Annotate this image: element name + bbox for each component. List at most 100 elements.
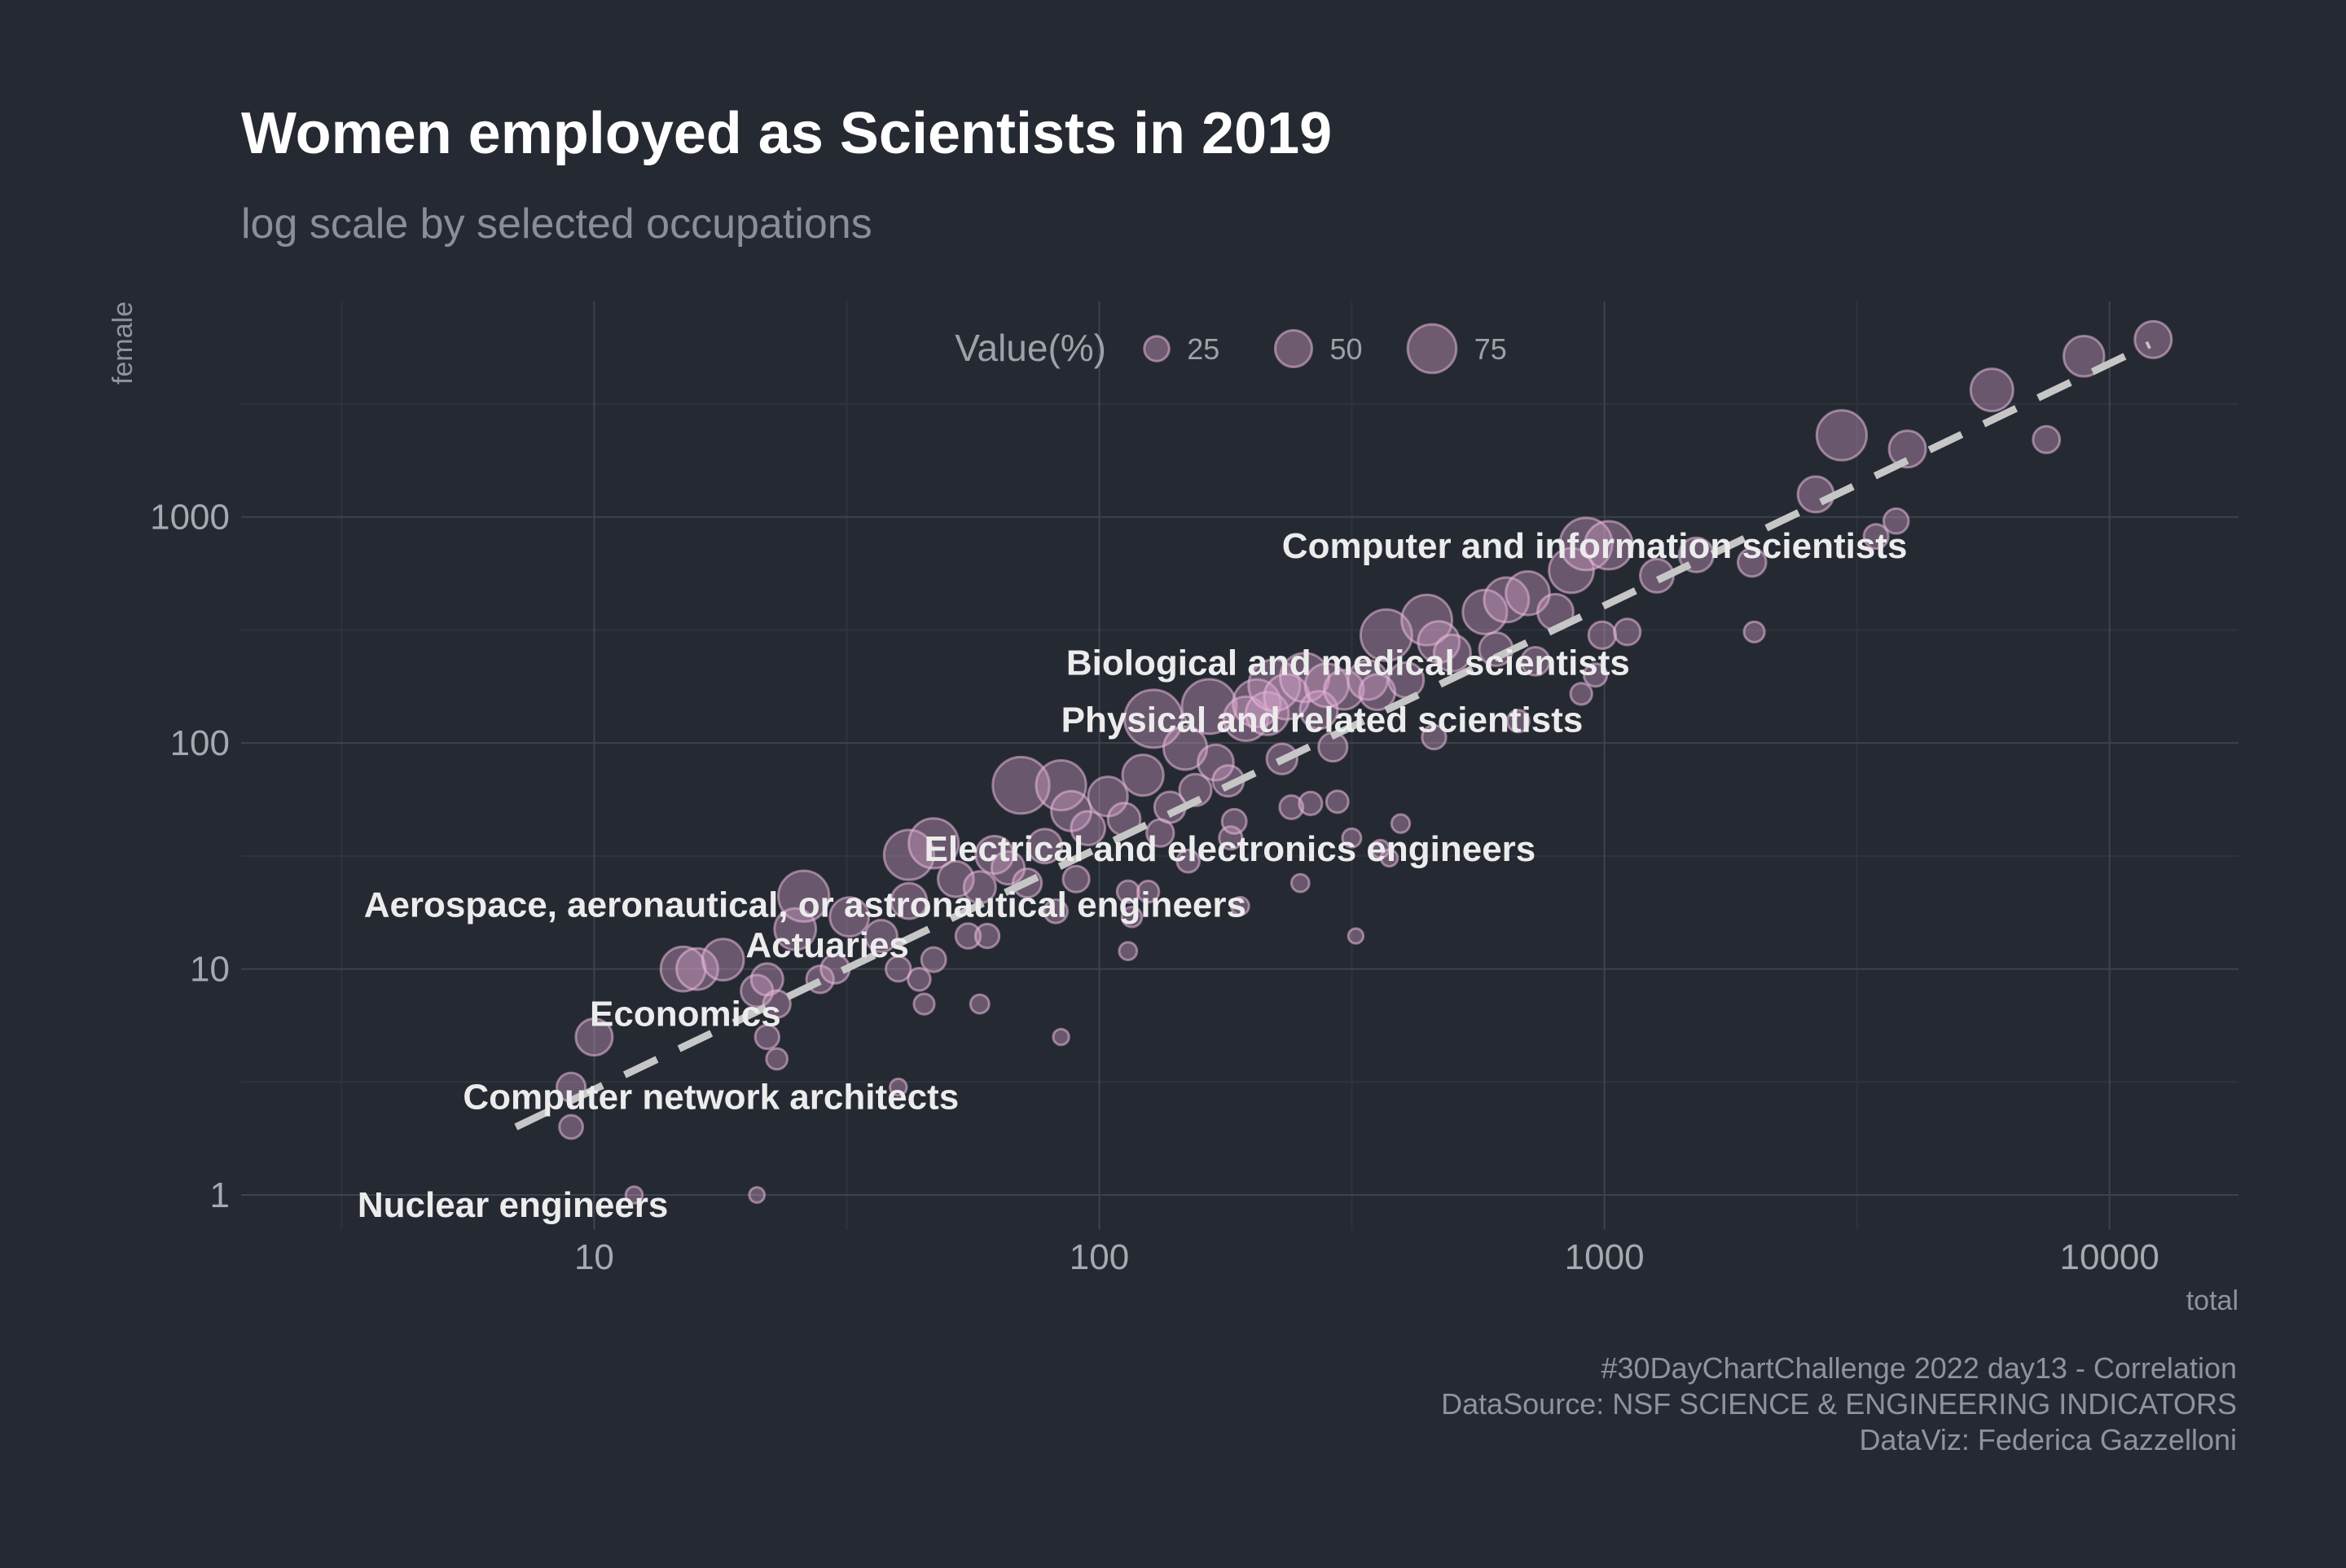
- data-point: [1569, 682, 1593, 706]
- data-point: [773, 907, 818, 951]
- data-point: [2133, 319, 2173, 359]
- data-point: [1969, 367, 2014, 413]
- data-point: [1815, 409, 1868, 462]
- data-point: [624, 1185, 644, 1205]
- data-point: [765, 1047, 789, 1071]
- caption: #30DayChartChallenge 2022 day13 - Correl…: [1441, 1351, 2237, 1456]
- data-point: [1737, 547, 1768, 578]
- data-point: [1325, 789, 1350, 815]
- x-tick-label: 1000: [1565, 1237, 1645, 1277]
- data-point: [1613, 617, 1642, 647]
- data-point: [777, 869, 831, 923]
- data-point: [1136, 879, 1161, 904]
- chart-title: Women employed as Scientists in 2019: [241, 101, 1332, 166]
- y-axis-title: female: [108, 301, 138, 384]
- legend-key: [1274, 329, 1313, 368]
- data-point: [1359, 608, 1413, 662]
- data-point: [1347, 927, 1365, 945]
- data-point: [907, 967, 932, 992]
- data-point: [1197, 743, 1235, 782]
- occupation-label: Computer network architects: [463, 1078, 959, 1118]
- data-point: [1505, 709, 1531, 734]
- data-point: [1218, 825, 1244, 851]
- data-point: [1052, 1027, 1070, 1047]
- data-point: [558, 1113, 584, 1140]
- data-point: [969, 993, 991, 1015]
- tick-labels: 10 100 1000 10000 1 10 100 1000: [150, 498, 2159, 1277]
- legend-label: 25: [1187, 332, 1219, 366]
- data-point: [1178, 772, 1213, 807]
- data-point: [920, 946, 947, 973]
- data-point: [1121, 753, 1165, 797]
- y-tick-label: 1: [210, 1175, 230, 1215]
- x-tick-label: 10: [574, 1237, 614, 1277]
- occupation-label: Aerospace, aeronautical, or astronautica…: [364, 885, 1246, 925]
- legend-label: 50: [1330, 332, 1363, 366]
- data-point: [889, 1077, 908, 1097]
- data-point: [2032, 424, 2062, 455]
- grid: [241, 301, 2238, 1230]
- trend-line-group: [514, 340, 2151, 1131]
- data-point: [1558, 516, 1614, 572]
- data-point: [1583, 662, 1609, 688]
- data-point: [1882, 507, 1910, 535]
- occupation-label: Actuaries: [745, 925, 909, 965]
- data-point: [762, 989, 792, 1019]
- data-point: [1120, 905, 1144, 929]
- chart-subtitle: log scale by selected occupations: [241, 200, 872, 248]
- data-point: [1742, 620, 1766, 643]
- data-point: [1520, 646, 1551, 677]
- y-tick-label: 1000: [150, 498, 230, 538]
- data-point: [1035, 759, 1087, 812]
- data-points: [556, 319, 2173, 1205]
- data-point: [1432, 633, 1472, 673]
- occupation-label: Computer and information scientists: [1282, 526, 1908, 566]
- legend-label: 75: [1474, 332, 1507, 366]
- data-point: [1247, 658, 1302, 713]
- data-point: [882, 828, 936, 881]
- x-tick-label: 10000: [2060, 1237, 2159, 1277]
- data-point: [828, 896, 871, 938]
- data-point: [1379, 848, 1399, 868]
- data-point: [1230, 895, 1250, 916]
- y-tick-label: 10: [190, 950, 230, 990]
- data-point: [675, 947, 719, 991]
- data-point: [1070, 810, 1106, 847]
- data-point: [1115, 879, 1140, 904]
- caption-line: #30DayChartChallenge 2022 day13 - Correl…: [1601, 1351, 2238, 1385]
- data-point: [1461, 588, 1509, 635]
- caption-line: DataSource: NSF SCIENCE & ENGINEERING IN…: [1441, 1387, 2237, 1421]
- data-point: [1220, 807, 1248, 835]
- data-point: [1043, 898, 1069, 925]
- data-point: [1298, 790, 1324, 817]
- data-point: [753, 1023, 780, 1051]
- data-point: [974, 834, 1015, 876]
- data-point: [574, 1017, 614, 1057]
- legend-key: [1143, 335, 1171, 362]
- annotations: Computer and information scientists Biolo…: [358, 526, 1908, 1225]
- data-point: [973, 922, 1001, 950]
- trend-line: [514, 340, 2151, 1131]
- data-point: [1548, 547, 1595, 595]
- data-point: [863, 919, 898, 954]
- data-point: [1118, 941, 1139, 961]
- legend: Value(%) 25 50 75: [955, 323, 1507, 375]
- data-point: [912, 992, 936, 1016]
- data-point: [885, 955, 912, 983]
- x-axis-title: total: [2186, 1285, 2238, 1316]
- data-point: [1390, 813, 1412, 834]
- occupation-label: Nuclear engineers: [358, 1185, 669, 1225]
- legend-title: Value(%): [955, 327, 1106, 369]
- caption-line: DataViz: Federica Gazzelloni: [1859, 1423, 2237, 1456]
- legend-key: [1406, 323, 1458, 375]
- data-point: [991, 755, 1051, 815]
- data-point: [1400, 593, 1453, 647]
- data-point: [1421, 723, 1448, 751]
- data-point: [1583, 520, 1634, 571]
- data-point: [1026, 828, 1064, 865]
- data-point: [1323, 669, 1365, 711]
- y-tick-label: 100: [170, 723, 230, 763]
- data-point: [1289, 872, 1311, 894]
